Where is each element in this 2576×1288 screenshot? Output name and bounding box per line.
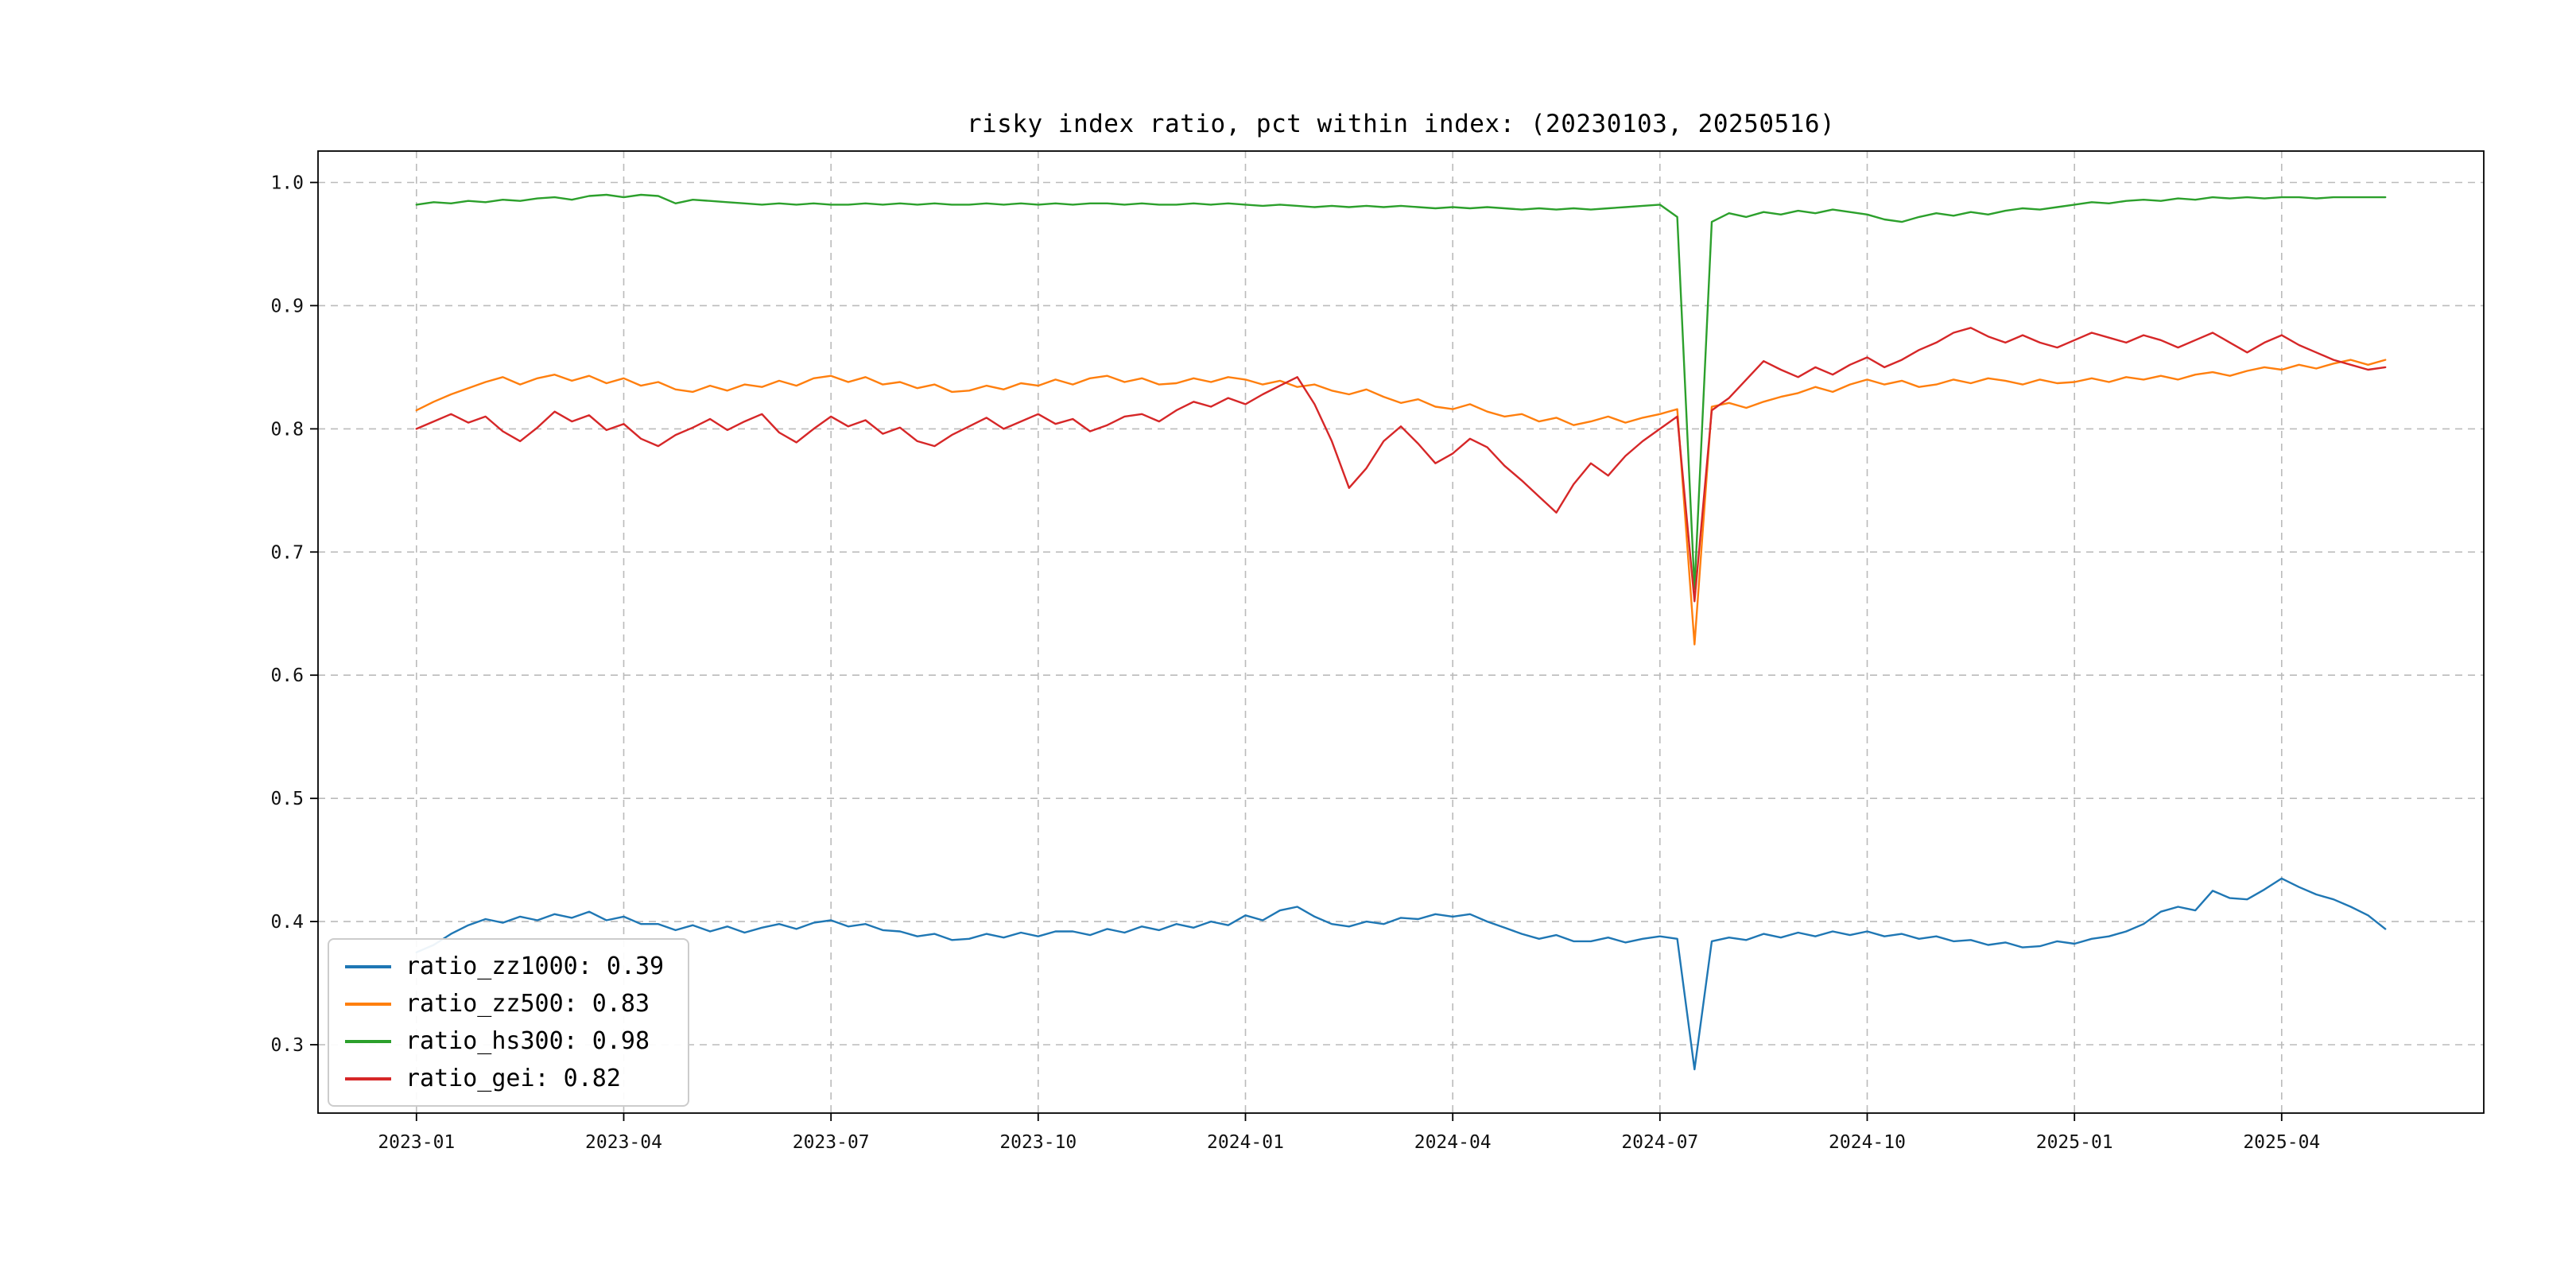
x-tick-label: 2023-01: [378, 1132, 455, 1153]
y-tick-label: 0.9: [270, 296, 304, 316]
legend-line-swatch-zz1000: [345, 964, 391, 968]
y-tick-label: 0.3: [270, 1035, 304, 1056]
series-line-ratio_zz1000: [415, 877, 2387, 1071]
legend-item: ratio_zz500: 0.83: [345, 990, 664, 1018]
legend-line-swatch-gei: [345, 1077, 391, 1080]
x-tick-label: 2024-07: [1621, 1132, 1698, 1153]
plot-frame: [317, 150, 2485, 1114]
x-tick-label: 2025-04: [2243, 1132, 2320, 1153]
y-tick-label: 0.6: [270, 665, 304, 686]
x-tick-label: 2024-10: [1829, 1132, 1906, 1153]
x-tick-label: 2024-01: [1207, 1132, 1284, 1153]
legend-line-swatch-zz500: [345, 1002, 391, 1006]
y-tick-label: 0.7: [270, 542, 304, 563]
legend-item: ratio_zz1000: 0.39: [345, 952, 664, 980]
series-line-ratio_gei: [415, 327, 2387, 603]
x-tick-label: 2023-07: [793, 1132, 870, 1153]
legend-item: ratio_gei: 0.82: [345, 1065, 664, 1092]
legend-item: ratio_hs300: 0.98: [345, 1027, 664, 1055]
series-line-ratio_zz500: [415, 359, 2387, 646]
x-tick-label: 2025-01: [2036, 1132, 2113, 1153]
x-tick-label: 2023-10: [999, 1132, 1077, 1153]
x-tick-label: 2024-04: [1414, 1132, 1492, 1153]
legend-label-gei: ratio_gei: 0.82: [405, 1065, 621, 1092]
legend-line-swatch-hs300: [345, 1039, 391, 1043]
y-tick-label: 0.4: [270, 912, 304, 933]
y-tick-label: 1.0: [270, 173, 304, 194]
y-tick-label: 0.8: [270, 419, 304, 440]
legend: ratio_zz1000: 0.39 ratio_zz500: 0.83 rat…: [328, 938, 690, 1107]
legend-label-zz500: ratio_zz500: 0.83: [405, 990, 650, 1018]
legend-label-zz1000: ratio_zz1000: 0.39: [405, 952, 665, 980]
x-tick-label: 2023-04: [585, 1132, 662, 1153]
y-tick-label: 0.5: [270, 789, 304, 809]
chart-title: risky index ratio, pct within index: (20…: [966, 110, 1836, 138]
legend-label-hs300: ratio_hs300: 0.98: [405, 1027, 650, 1055]
series-line-ratio_hs300: [415, 193, 2387, 590]
